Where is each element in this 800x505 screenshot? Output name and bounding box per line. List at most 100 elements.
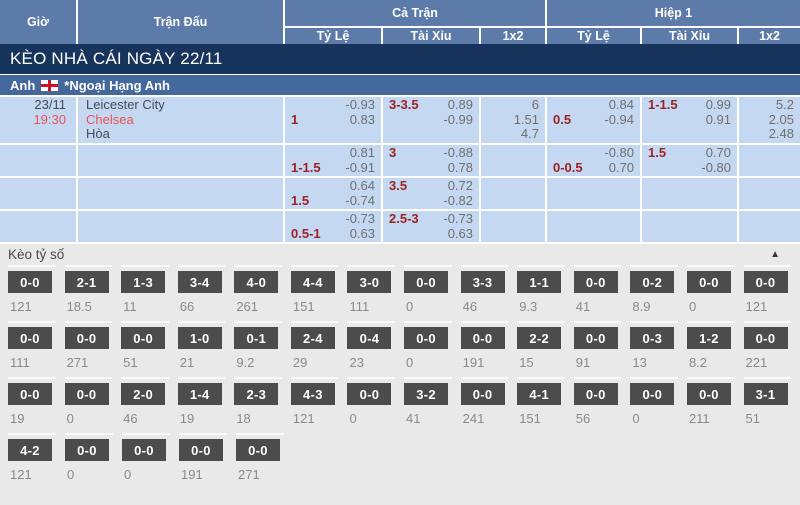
score-odds-value: 0 <box>406 299 414 314</box>
league-country: Anh <box>10 77 36 93</box>
score-odds-cell[interactable]: 4-0 261 <box>234 265 282 321</box>
odds-cell-h1-handicap[interactable]: 0.84 0.5 -0.94 <box>547 97 640 143</box>
score-odds-cell[interactable]: 0-0 121 <box>743 265 792 321</box>
collapse-arrow-icon[interactable]: ▲ <box>770 249 780 260</box>
odds-cell-ft-1x2[interactable]: 6 1.51 4.7 <box>481 97 545 143</box>
odds-value: 0.70 <box>705 145 731 160</box>
score-odds-cell[interactable]: 3-3 46 <box>460 265 509 321</box>
score-grid: 0-0 121 2-1 18.5 1-3 11 3-4 66 4-0 261 4-4 151 3-0 11… <box>8 265 800 489</box>
odds-cell-ft-overunder[interactable]: 2.5-3 -0.73 0.63 <box>383 211 479 242</box>
score-odds-cell[interactable]: 0-0 271 <box>64 321 113 377</box>
score-odds-cell[interactable]: 1-0 21 <box>177 321 226 377</box>
odds-cell-ft-overunder[interactable]: 3-3.5 0.89 -0.99 <box>383 97 479 143</box>
score-odds-cell[interactable]: 3-2 41 <box>404 377 452 433</box>
odds-line: 1.51 <box>487 112 539 128</box>
score-label: 0-3 <box>630 327 675 349</box>
score-odds-cell[interactable]: 1-3 11 <box>121 265 169 321</box>
date-banner: KÈO NHÀ CÁI NGÀY 22/11 <box>0 44 800 74</box>
score-odds-cell[interactable]: 0-3 13 <box>630 321 678 377</box>
odds-cell-h1-1x2[interactable]: 5.2 2.05 2.48 <box>739 97 800 143</box>
score-odds-value: 271 <box>66 355 89 370</box>
odds-value: 0.91 <box>705 111 731 127</box>
score-odds-cell[interactable]: 1-2 8.2 <box>686 321 735 377</box>
away-team: Chelsea <box>86 111 134 127</box>
score-label: 0-0 <box>65 439 109 461</box>
odds-cell-h1-handicap[interactable]: -0.80 0-0.5 0.70 <box>547 145 640 176</box>
score-odds-cell[interactable]: 0-0 221 <box>743 321 792 377</box>
league-name: *Ngoại Hạng Anh <box>64 77 170 93</box>
score-odds-cell[interactable]: 0-0 111 <box>8 321 56 377</box>
score-row: 0-0 111 0-0 271 0-0 51 1-0 21 0-1 9.2 2-4 29 0-4 23 0-… <box>8 321 800 377</box>
score-odds-value: 9.3 <box>519 299 538 314</box>
league-row[interactable]: Anh *Ngoại Hạng Anh <box>0 75 800 95</box>
odds-value: 0.99 <box>705 97 731 112</box>
score-label: 3-4 <box>177 271 222 293</box>
score-odds-cell[interactable]: 2-0 46 <box>121 377 169 433</box>
odds-cell-ft-handicap[interactable]: -0.93 1 0.83 <box>285 97 381 143</box>
odds-value: 6 <box>531 97 539 112</box>
handicap-value: 0-0.5 <box>553 159 583 175</box>
score-odds-cell[interactable]: 2-4 29 <box>290 321 339 377</box>
score-odds-cell[interactable]: 0-0 191 <box>460 321 509 377</box>
odds-cell-ft-handicap[interactable]: 0.81 1-1.5 -0.91 <box>285 145 381 176</box>
score-odds-cell[interactable]: 4-4 151 <box>290 265 339 321</box>
odds-cell-ft-overunder[interactable]: 3 -0.88 0.78 <box>383 145 479 176</box>
score-odds-cell[interactable]: 0-0 241 <box>460 377 509 433</box>
score-odds-cell[interactable]: 0-0 271 <box>236 433 284 489</box>
odds-line: 3-3.5 0.89 <box>389 97 473 113</box>
score-odds-cell[interactable]: 0-0 0 <box>347 377 396 433</box>
score-odds-cell[interactable]: 3-4 66 <box>177 265 226 321</box>
score-odds-cell[interactable]: 0-0 0 <box>404 321 452 377</box>
odds-value: -0.99 <box>443 111 473 127</box>
score-odds-cell[interactable]: 2-2 15 <box>517 321 565 377</box>
score-odds-cell[interactable]: 0-0 91 <box>573 321 622 377</box>
score-odds-cell[interactable]: 0-0 0 <box>630 377 678 433</box>
score-odds-cell[interactable]: 0-0 0 <box>64 377 113 433</box>
odds-cell-h1-overunder[interactable]: 1-1.5 0.99 0.91 <box>642 97 737 143</box>
odds-cell-ft-overunder[interactable]: 3.5 0.72 -0.82 <box>383 178 479 209</box>
score-odds-value: 0 <box>349 411 357 426</box>
score-odds-cell[interactable]: 2-3 18 <box>234 377 282 433</box>
score-odds-cell[interactable]: 0-4 23 <box>347 321 396 377</box>
odds-cell-ft-handicap[interactable]: -0.73 0.5-1 0.63 <box>285 211 381 242</box>
score-odds-cell[interactable]: 0-1 9.2 <box>234 321 282 377</box>
score-odds-value: 23 <box>349 355 364 370</box>
score-odds-cell[interactable]: 0-0 0 <box>65 433 113 489</box>
score-odds-cell[interactable]: 0-0 19 <box>8 377 56 433</box>
odds-cell-h1-overunder[interactable]: 1.5 0.70 -0.80 <box>642 145 737 176</box>
score-odds-cell[interactable]: 0-2 8.9 <box>630 265 678 321</box>
score-odds-value: 46 <box>123 411 138 426</box>
score-odds-cell[interactable]: 0-0 0 <box>122 433 170 489</box>
odds-cell-ft-handicap[interactable]: 0.64 1.5 -0.74 <box>285 178 381 209</box>
score-odds-cell[interactable]: 0-0 121 <box>8 265 56 321</box>
score-odds-cell[interactable]: 0-0 0 <box>404 265 452 321</box>
score-odds-value: 15 <box>519 355 534 370</box>
score-odds-cell[interactable]: 0-0 56 <box>573 377 622 433</box>
odds-line: -0.80 <box>648 160 731 176</box>
score-odds-cell[interactable]: 0-0 211 <box>686 377 735 433</box>
score-label: 4-1 <box>517 383 562 405</box>
score-label: 0-0 <box>64 383 109 405</box>
score-label: 0-0 <box>8 383 52 405</box>
score-odds-cell[interactable]: 4-1 151 <box>517 377 565 433</box>
odds-row: 0.64 1.5 -0.74 3.5 0.72 -0.82 <box>0 178 800 209</box>
score-odds-cell[interactable]: 4-2 121 <box>8 433 56 489</box>
score-odds-value: 121 <box>745 299 768 314</box>
odds-line: 1-1.5 -0.91 <box>291 160 375 176</box>
score-odds-cell[interactable]: 3-1 51 <box>743 377 792 433</box>
score-odds-cell[interactable]: 2-1 18.5 <box>64 265 113 321</box>
score-odds-value: 9.2 <box>236 355 255 370</box>
score-odds-cell[interactable]: 1-1 9.3 <box>517 265 565 321</box>
score-odds-cell[interactable]: 0-0 191 <box>179 433 227 489</box>
odds-value: 0.78 <box>447 159 473 175</box>
score-row: 4-2 121 0-0 0 0-0 0 0-0 191 0-0 271 <box>8 433 800 489</box>
score-odds-cell[interactable]: 0-0 51 <box>121 321 169 377</box>
score-label: 1-4 <box>177 383 222 405</box>
score-odds-cell[interactable]: 0-0 41 <box>573 265 622 321</box>
score-odds-cell[interactable]: 4-3 121 <box>290 377 339 433</box>
score-odds-value: 271 <box>238 467 260 482</box>
score-odds-cell[interactable]: 3-0 111 <box>347 265 396 321</box>
score-odds-cell[interactable]: 1-4 19 <box>177 377 226 433</box>
score-odds-cell[interactable]: 0-0 0 <box>686 265 735 321</box>
score-odds-value: 111 <box>349 299 370 314</box>
